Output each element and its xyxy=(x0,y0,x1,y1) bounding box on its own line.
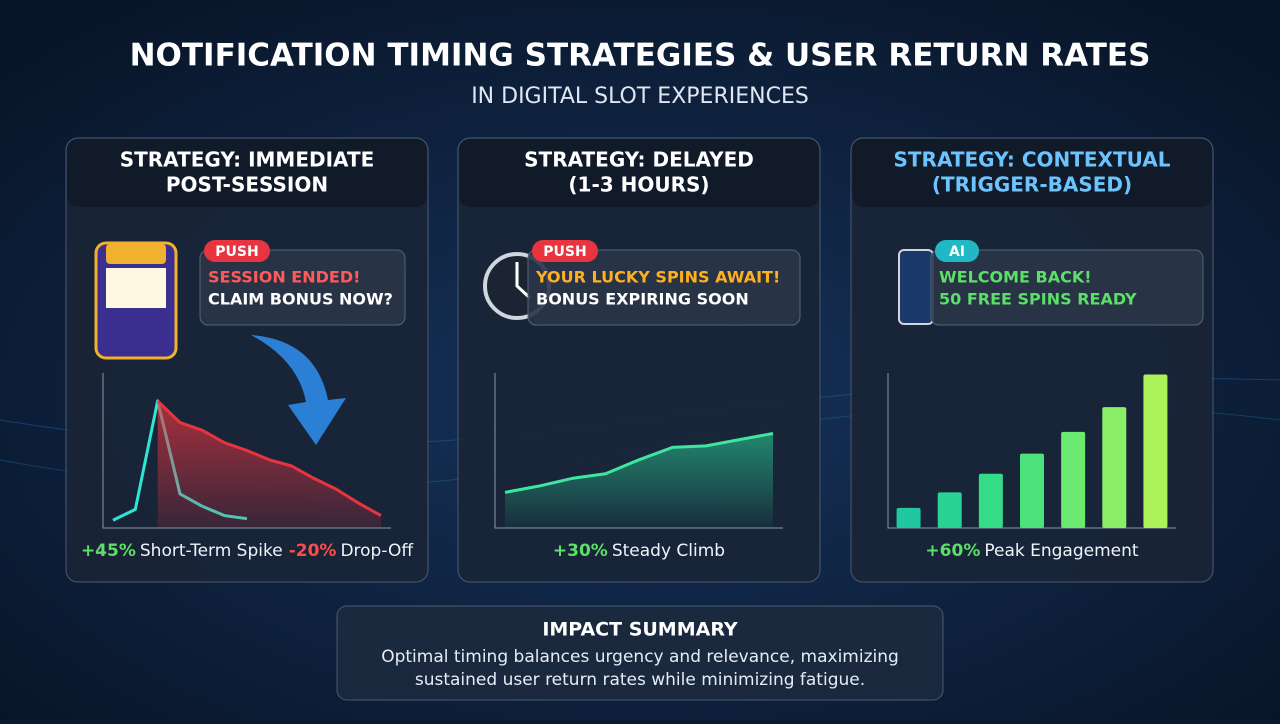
clock-hands xyxy=(515,262,532,300)
line xyxy=(156,399,382,517)
panel-title: POST-SESSION xyxy=(166,173,328,197)
notification-text: SESSION ENDED! xyxy=(208,268,360,287)
badge xyxy=(532,240,598,262)
subtitle: IN DIGITAL SLOT EXPERIENCES xyxy=(471,84,809,109)
notification-text: 50 FREE SPINS READY xyxy=(939,290,1137,309)
notification-text: YOUR LUCKY SPINS AWAIT! xyxy=(535,268,780,287)
bar xyxy=(1061,431,1086,528)
area xyxy=(157,400,381,528)
line xyxy=(504,431,774,494)
summary-box xyxy=(336,605,944,701)
area xyxy=(505,433,773,528)
stat-label: Drop-Off xyxy=(340,541,414,561)
badge-text: AI xyxy=(949,244,965,260)
arrow xyxy=(251,335,346,445)
bar xyxy=(896,507,921,528)
stat-value: +30% xyxy=(553,541,608,561)
stats: +60% Peak Engagement xyxy=(925,541,1138,561)
panel-title: (1-3 HOURS) xyxy=(568,173,709,197)
bar xyxy=(978,473,1003,528)
panel-title: STRATEGY: DELAYED xyxy=(524,148,754,172)
summary-text: sustained user return rates while minimi… xyxy=(415,670,865,690)
bar xyxy=(1020,453,1044,528)
slot-reels xyxy=(106,268,166,308)
notification xyxy=(527,249,801,326)
stat-label: Steady Climb xyxy=(612,541,725,561)
notification xyxy=(930,249,1204,326)
bar xyxy=(1102,407,1127,528)
panel-header xyxy=(67,139,427,207)
panel-title: STRATEGY: CONTEXTUAL xyxy=(894,148,1171,172)
stat-label: Short-Term Spike xyxy=(140,541,283,561)
panel-header xyxy=(459,139,819,207)
badge-text: PUSH xyxy=(543,244,586,260)
stats: +30% Steady Climb xyxy=(553,541,725,561)
summary-text: Optimal timing balances urgency and rele… xyxy=(381,647,899,667)
phone xyxy=(898,249,934,325)
stats: +45% Short-Term Spike -20% Drop-Off xyxy=(81,541,414,561)
panel-header xyxy=(852,139,1212,207)
stat-value: +60% xyxy=(925,541,980,561)
stat-value: +45% xyxy=(81,541,136,561)
notification-text: CLAIM BONUS NOW? xyxy=(208,290,393,309)
panel-title: (TRIGGER-BASED) xyxy=(932,173,1132,197)
stat-label: Peak Engagement xyxy=(984,541,1139,561)
stat-value: -20% xyxy=(289,541,337,561)
badge xyxy=(935,240,979,262)
summary-title: IMPACT SUMMARY xyxy=(542,619,738,641)
notification-text: WELCOME BACK! xyxy=(939,268,1092,287)
notification xyxy=(199,249,406,326)
badge-text: PUSH xyxy=(215,244,258,260)
bar xyxy=(1143,374,1168,528)
slot-sign xyxy=(106,244,166,264)
bar xyxy=(937,492,962,528)
notification-text: BONUS EXPIRING SOON xyxy=(536,290,749,309)
badge xyxy=(204,240,270,262)
panel-title: STRATEGY: IMMEDIATE xyxy=(120,148,375,172)
title: NOTIFICATION TIMING STRATEGIES & USER RE… xyxy=(130,38,1151,74)
